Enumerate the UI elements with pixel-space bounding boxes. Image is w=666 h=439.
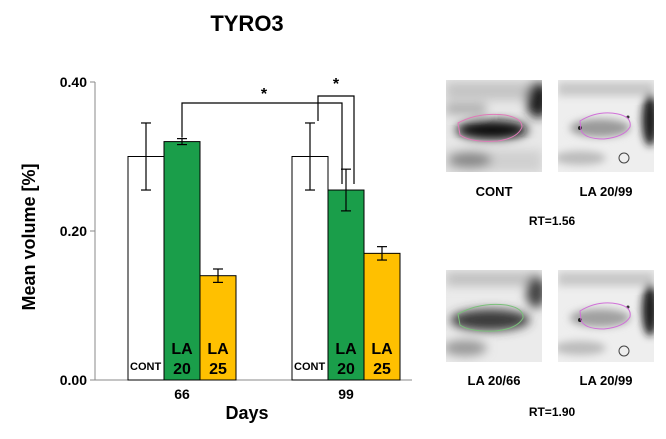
plot-area: 0.00 0.20 0.40 CONT LA 20 LA 25 66 CONT LA 20 LA 25 99… [60, 74, 412, 402]
bar-label: LA [207, 341, 229, 358]
panel-caption-la20-66: LA 20/66 [468, 373, 521, 388]
bar-1-0 [163, 141, 201, 381]
bar-2-1 [363, 252, 401, 381]
significance-star: * [261, 86, 268, 103]
bar-0-0 [127, 156, 165, 381]
panel-caption-cont: CONT [476, 184, 513, 199]
bar-2-0 [199, 275, 237, 381]
gel-panel-la20-99-bottom [558, 270, 654, 362]
y-tick-label: 0.20 [60, 223, 87, 239]
bar-label: CONT [294, 361, 325, 373]
x-axis-label: Days [225, 403, 268, 423]
gel-panel-cont [446, 80, 542, 172]
rt-label-bottom: RT=1.90 [529, 405, 576, 419]
x-tick-label: 99 [338, 386, 354, 402]
bar-label: 20 [337, 361, 355, 378]
y-axis-label: Mean volume [%] [19, 163, 39, 310]
panel-caption-la20-99-bottom: LA 20/99 [580, 373, 633, 388]
bar-label: LA [171, 341, 193, 358]
spot-contour [579, 112, 631, 140]
bar-label: 25 [373, 361, 391, 378]
rt-label-top: RT=1.56 [529, 214, 576, 228]
spot-contour [457, 303, 524, 332]
spot-contour [457, 113, 523, 142]
bar-label: LA [371, 341, 393, 358]
bar-label: 25 [209, 361, 227, 378]
significance-star: * [333, 76, 340, 93]
y-tick-label: 0.40 [60, 74, 87, 90]
bar-label: 20 [173, 361, 191, 378]
x-tick-label: 66 [174, 386, 190, 402]
spot-contour [579, 302, 631, 330]
chart-title: TYRO3 [210, 11, 283, 36]
bar-label: LA [335, 341, 357, 358]
significance-bracket [317, 95, 355, 185]
panel-caption-la20-99-top: LA 20/99 [580, 184, 633, 199]
gel-panel-la20-66 [446, 270, 542, 362]
y-tick-label: 0.00 [60, 372, 87, 388]
gel-panel-la20-99-top [558, 80, 654, 172]
bar-label: CONT [130, 361, 161, 373]
significance-bracket [181, 102, 343, 185]
